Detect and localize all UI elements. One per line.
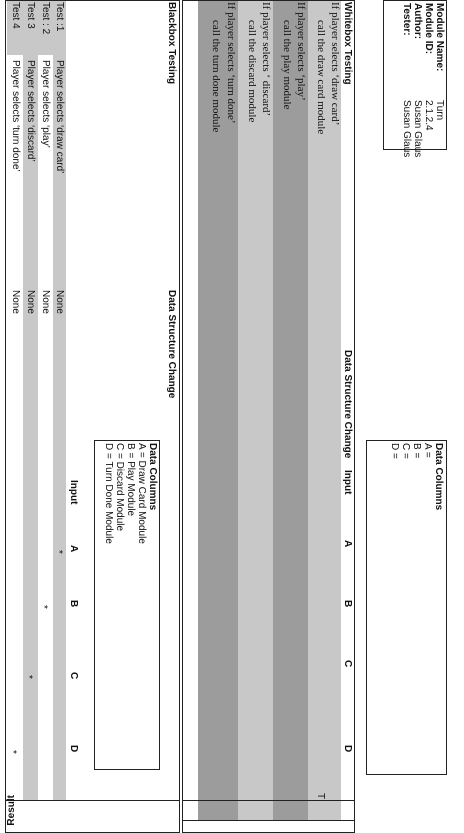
box-line: C = [400,443,411,459]
column-header: C [342,660,353,668]
test-label: Test 3 [25,2,36,29]
condition: If player selects ‘draw card’ [329,2,341,126]
column-header: Data Structure Change [166,290,177,399]
action: call the play module [281,20,293,110]
column-header: Input [68,480,79,505]
legend-line: C = Discard Module [114,443,125,532]
value: Susan Glaus [412,100,423,158]
check-mark: * [23,675,34,679]
test-label: Test 4 [10,2,21,29]
action: call the draw card module [315,20,327,135]
test-input: Player selects ‘discard’ [25,60,36,162]
check-mark: * [38,605,49,609]
test-input: Player selects ‘play’ [40,60,51,148]
test-input: Player selects ‘turn done’ [10,60,21,172]
test-label: Test :1 [54,2,65,32]
label: Author: [412,3,423,40]
label: Tester: [401,3,412,36]
legend-title: Data Columns [147,443,158,511]
box-line: A = [422,443,433,458]
column-line [182,820,355,821]
test-change: None [40,290,51,314]
label: Module Name: [434,3,445,72]
column-header: D [68,745,79,753]
box-line: D = [389,443,400,459]
column-header: B [68,600,79,608]
test-change: None [54,290,65,314]
result-mark: T [315,793,326,800]
legend-line: B = Play Module [125,443,136,517]
condition: If player selects ‘play’ [295,2,307,101]
test-change: None [10,290,21,314]
section-title: Whitebox Testing [342,2,353,85]
value: 2.1.2.4 [423,100,434,131]
condition: If player selects ‘ discard’ [260,2,272,117]
action: call the turn done module [210,20,222,133]
condition: If player selects ‘turn done’ [225,2,237,124]
column-line [5,800,180,801]
legend-line: D = Turn Done Module [103,443,114,544]
action: call the discard module [246,20,258,123]
label: Module ID: [423,3,434,55]
column-header: A [68,545,79,553]
legend-line: A = Draw Card Module [136,443,147,544]
column-header: Result [6,795,17,826]
box-title: Data Columns [433,443,444,511]
value: Turn [434,100,445,121]
column-header: D [342,745,353,753]
column-header: B [342,600,353,608]
test-label: Test : 2 [40,2,51,35]
section-title: Blackbox Testing [166,2,177,85]
column-header: C [68,672,79,680]
check-mark: * [7,750,18,754]
column-header: Input [342,470,353,495]
column-header: A [342,540,353,548]
test-input: Player selects ‘draw card’ [54,60,65,174]
box-line: B = [411,443,422,459]
test-change: None [25,290,36,314]
value: Susan Glaus [401,100,412,158]
column-line [182,800,355,801]
check-mark: * [53,550,64,554]
column-header: Data Structure Change [342,350,353,459]
